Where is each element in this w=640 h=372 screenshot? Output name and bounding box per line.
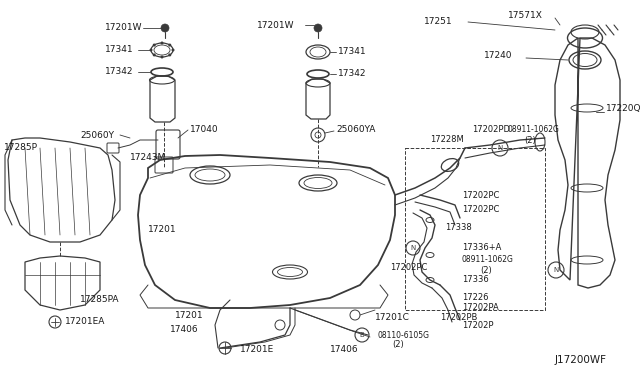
Text: 17406: 17406 [330, 346, 358, 355]
Text: N: N [497, 145, 502, 151]
Text: 17240: 17240 [484, 51, 513, 60]
Circle shape [314, 24, 322, 32]
Text: 17243M: 17243M [130, 154, 166, 163]
Text: 17341: 17341 [338, 48, 367, 57]
Text: 08110-6105G: 08110-6105G [378, 330, 430, 340]
Circle shape [161, 24, 169, 32]
Text: 17202PC: 17202PC [462, 205, 499, 215]
Text: 17285P: 17285P [4, 144, 38, 153]
Text: 17342: 17342 [338, 70, 367, 78]
Text: 08911-1062G: 08911-1062G [508, 125, 560, 135]
Text: N: N [554, 267, 559, 273]
Text: 17341: 17341 [105, 45, 134, 55]
Text: 17201EA: 17201EA [65, 317, 106, 327]
Text: 17201: 17201 [175, 311, 204, 320]
Text: 17201: 17201 [148, 225, 177, 234]
Text: 08911-1062G: 08911-1062G [462, 256, 514, 264]
Circle shape [172, 48, 175, 51]
Text: 17202PC: 17202PC [462, 190, 499, 199]
Text: 17201W: 17201W [257, 20, 294, 29]
Circle shape [153, 54, 156, 57]
Text: 17571X: 17571X [508, 10, 543, 19]
Circle shape [168, 54, 172, 57]
Circle shape [161, 42, 163, 45]
Text: 17201E: 17201E [240, 346, 275, 355]
Text: 17251: 17251 [424, 17, 452, 26]
Text: 17228M: 17228M [430, 135, 464, 144]
Text: (2): (2) [480, 266, 492, 275]
Text: 17202PC: 17202PC [390, 263, 428, 273]
Circle shape [153, 44, 156, 46]
Circle shape [150, 48, 152, 51]
Text: 17342: 17342 [105, 67, 134, 77]
Text: 17201W: 17201W [105, 23, 143, 32]
Text: 17202PD: 17202PD [472, 125, 510, 135]
Text: 17285PA: 17285PA [80, 295, 120, 305]
Circle shape [168, 44, 172, 46]
Text: 17202PB: 17202PB [440, 314, 477, 323]
Text: (2): (2) [524, 135, 536, 144]
Text: 17202P: 17202P [462, 321, 493, 330]
Text: 25060YA: 25060YA [336, 125, 376, 135]
Text: N: N [410, 245, 415, 251]
Text: 17226: 17226 [462, 294, 488, 302]
Text: 17220Q: 17220Q [606, 103, 640, 112]
Text: 17202PA: 17202PA [462, 304, 499, 312]
Text: 25060Y: 25060Y [80, 131, 114, 140]
Text: 17406: 17406 [170, 326, 198, 334]
Text: J17200WF: J17200WF [555, 355, 607, 365]
Text: 17040: 17040 [190, 125, 219, 135]
Text: (2): (2) [392, 340, 404, 349]
Text: B: B [360, 332, 364, 338]
Text: 17336: 17336 [462, 276, 489, 285]
Text: 17201C: 17201C [375, 314, 410, 323]
Text: 17336+A: 17336+A [462, 244, 501, 253]
Text: 17338: 17338 [445, 224, 472, 232]
Circle shape [161, 55, 163, 58]
